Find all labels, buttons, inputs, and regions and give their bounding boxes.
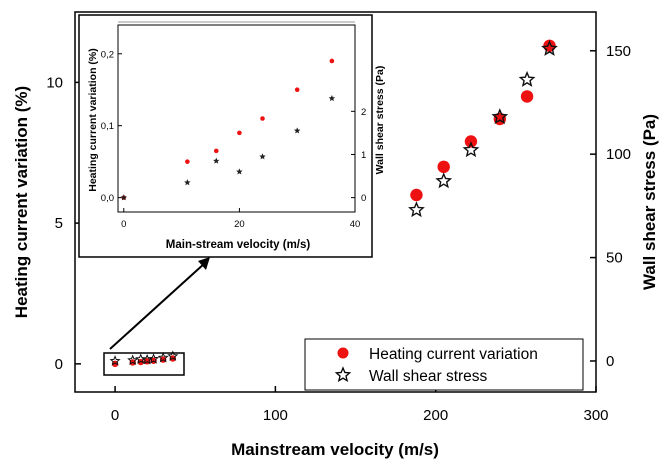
heating-point [520, 90, 534, 103]
y-axis-label: Heating current variation (%) [12, 86, 31, 318]
y2-tick-label: 150 [606, 43, 631, 60]
shear-point [135, 353, 147, 364]
inset-box [78, 14, 373, 258]
inset-shear-point [236, 168, 243, 175]
shear-point [109, 355, 121, 366]
main-y2-ticks: 0 50 100 150 [590, 43, 631, 370]
legend-label-shear: Wall shear stress [369, 368, 488, 385]
y2-tick-label: 100 [606, 146, 631, 163]
inset-shear-point [213, 157, 220, 164]
zoom-arrow-line [109, 262, 206, 350]
shear-point [157, 351, 169, 363]
x-tick-label: 300 [583, 407, 608, 424]
inset-heating-point [329, 58, 335, 64]
inset-heating-point [294, 87, 300, 93]
x-tick-label: 0 [111, 407, 119, 424]
inset-y2-tick-label: 2 [361, 107, 366, 118]
inset-x-ticks: 0 20 40 [121, 208, 360, 230]
shear-point [408, 201, 425, 218]
y2-axis-label: Wall shear stress (Pa) [640, 114, 659, 290]
legend-marker-heating [337, 347, 349, 359]
shear-point [148, 353, 160, 364]
shear-point [491, 108, 509, 125]
inset-heating-point [185, 159, 190, 164]
heating-point [437, 160, 450, 174]
inset-y-axis-label: Heating current variation (%) [87, 48, 99, 192]
inset-heating-point [237, 130, 242, 136]
heating-point [410, 188, 423, 202]
shear-point [462, 141, 480, 158]
inset-shear-point [120, 194, 127, 201]
y2-tick-label: 0 [606, 353, 614, 370]
zoom-arrow-head [198, 257, 210, 270]
inset-y-tick-label: 0,0 [101, 193, 114, 204]
inset-plot-frame [117, 24, 356, 213]
inset-y2-axis-label: Wall shear stress (Pa) [374, 66, 386, 175]
inset-y2-ticks: 0 1 2 [351, 107, 366, 204]
legend-box [304, 338, 584, 391]
x-axis-label: Mainstream velocity (m/s) [231, 440, 439, 459]
legend-marker-shear [334, 366, 352, 383]
shear-point [541, 39, 558, 56]
main-y-ticks: 0 5 10 [46, 74, 81, 373]
legend-label-heating: Heating current variation [369, 346, 538, 363]
inset-x-axis-label: Main-stream velocity (m/s) [166, 239, 311, 251]
x-tick-label: 100 [263, 407, 288, 424]
inset-shear-point [184, 179, 191, 186]
y2-tick-label: 50 [606, 250, 623, 267]
inset-shear-point [293, 127, 301, 134]
inset-y-ticks: 0,0 0,1 0,2 [101, 49, 122, 204]
inset-x-tick-label: 20 [234, 219, 245, 230]
inset-x-tick-label: 40 [350, 219, 361, 230]
inset-data-points [120, 58, 336, 201]
main-plot-frame [74, 11, 597, 393]
y-tick-label: 10 [46, 74, 63, 91]
inset-y-tick-label: 0,1 [101, 121, 114, 132]
inset-shear-point [328, 94, 336, 102]
main-x-ticks: 0 100 200 300 [111, 386, 609, 424]
shear-point [435, 172, 453, 189]
shear-point [518, 70, 536, 87]
inset-heating-point [260, 116, 265, 121]
inset-x-tick-label: 0 [121, 219, 126, 230]
shear-point [167, 350, 179, 361]
y-tick-label: 5 [55, 215, 63, 232]
zoom-region-box [103, 352, 185, 376]
shear-point [127, 354, 139, 365]
main-data-points [109, 39, 558, 368]
inset-y-tick-label: 0,2 [101, 49, 114, 60]
y-tick-label: 0 [55, 356, 63, 373]
inset-y2-tick-label: 1 [361, 150, 366, 161]
x-tick-label: 200 [423, 407, 448, 424]
inset-y2-tick-label: 0 [361, 193, 366, 204]
inset-heating-point [213, 148, 219, 154]
inset-shear-point [259, 153, 266, 160]
